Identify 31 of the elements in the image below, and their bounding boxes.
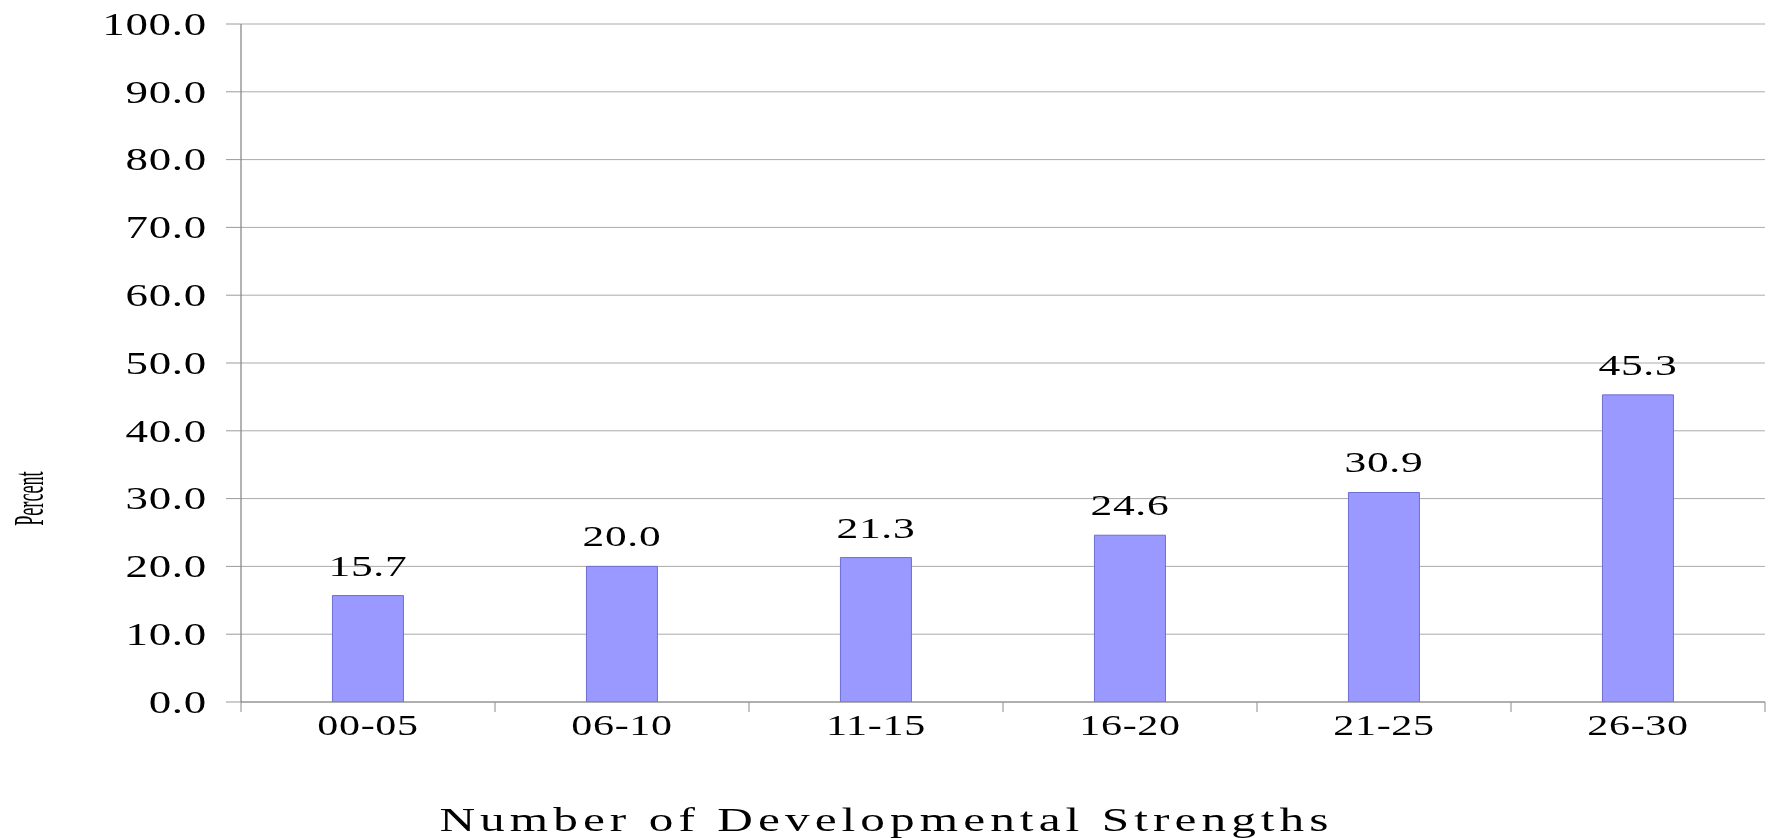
data-label: 45.3 bbox=[1598, 348, 1678, 382]
data-label: 24.6 bbox=[1090, 488, 1170, 522]
y-axis-title: Percent bbox=[5, 471, 53, 526]
y-tick-label: 100.0 bbox=[102, 7, 207, 42]
x-tick-label: 26-30 bbox=[1587, 708, 1689, 742]
y-tick-label: 0.0 bbox=[148, 685, 207, 720]
x-tick-label: 00-05 bbox=[317, 708, 419, 742]
x-tick-label: 11-15 bbox=[825, 708, 927, 742]
data-label: 15.7 bbox=[328, 549, 408, 582]
y-tick-label: 80.0 bbox=[125, 143, 207, 177]
bar bbox=[331, 595, 404, 702]
y-tick-label: 30.0 bbox=[125, 482, 207, 516]
y-tick-label: 70.0 bbox=[125, 210, 207, 245]
bar bbox=[1093, 534, 1166, 702]
x-tick-label: 06-10 bbox=[571, 708, 673, 742]
bar bbox=[839, 557, 912, 702]
data-label: 20.0 bbox=[582, 519, 662, 553]
data-label: 30.9 bbox=[1344, 446, 1424, 479]
y-tick-label: 50.0 bbox=[125, 346, 207, 381]
y-tick-label: 20.0 bbox=[125, 549, 207, 584]
x-axis-title: Number of Developmental Strengths bbox=[439, 800, 1334, 838]
y-tick-label: 40.0 bbox=[125, 414, 207, 449]
bar bbox=[1601, 394, 1674, 702]
data-label: 21.3 bbox=[836, 511, 916, 545]
x-tick-label: 16-20 bbox=[1079, 708, 1181, 742]
bar bbox=[1347, 492, 1420, 702]
y-tick-label: 60.0 bbox=[125, 278, 207, 313]
bar bbox=[585, 565, 658, 702]
y-tick-label: 90.0 bbox=[125, 75, 207, 110]
x-tick-label: 21-25 bbox=[1333, 708, 1435, 742]
y-tick-label: 10.0 bbox=[125, 617, 207, 652]
